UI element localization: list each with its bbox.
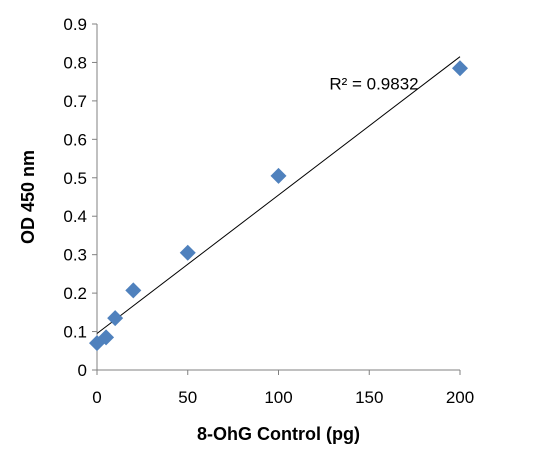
data-point-marker xyxy=(452,60,468,77)
y-tick-label: 0.1 xyxy=(63,323,87,342)
r-squared-annotation: R² = 0.9832 xyxy=(329,75,418,94)
x-tick-label: 200 xyxy=(446,388,474,407)
y-tick-label: 0.2 xyxy=(63,284,87,303)
data-point-marker xyxy=(125,282,142,299)
tick-labels: 0 0.1 0.2 0.3 0.4 0.5 0.6 0.7 0.8 0.9 0 50 100 150 200 xyxy=(63,15,474,407)
y-tick-label: 0.7 xyxy=(63,92,87,111)
x-tick-label: 50 xyxy=(178,388,197,407)
y-tick-label: 0.8 xyxy=(63,53,87,72)
x-tick-label: 150 xyxy=(355,388,383,407)
y-tick-label: 0.3 xyxy=(63,246,87,265)
tick-marks xyxy=(92,23,461,375)
x-tick-label: 0 xyxy=(92,388,101,407)
linear-trendline xyxy=(96,56,461,334)
data-points xyxy=(89,60,468,352)
y-tick-label: 0.4 xyxy=(63,207,87,226)
y-axis-title: OD 450 nm xyxy=(18,150,38,244)
y-tick-label: 0.6 xyxy=(63,130,87,149)
y-tick-label: 0.9 xyxy=(63,15,87,34)
x-tick-label: 100 xyxy=(264,388,292,407)
y-tick-label: 0.5 xyxy=(63,169,87,188)
y-tick-label: 0 xyxy=(78,361,87,380)
data-point-marker xyxy=(107,310,124,327)
x-axis-title: 8-OhG Control (pg) xyxy=(197,424,360,444)
data-point-marker xyxy=(270,167,287,184)
trendline-group xyxy=(96,56,461,334)
data-point-marker xyxy=(98,329,115,346)
data-point-marker xyxy=(179,244,196,261)
